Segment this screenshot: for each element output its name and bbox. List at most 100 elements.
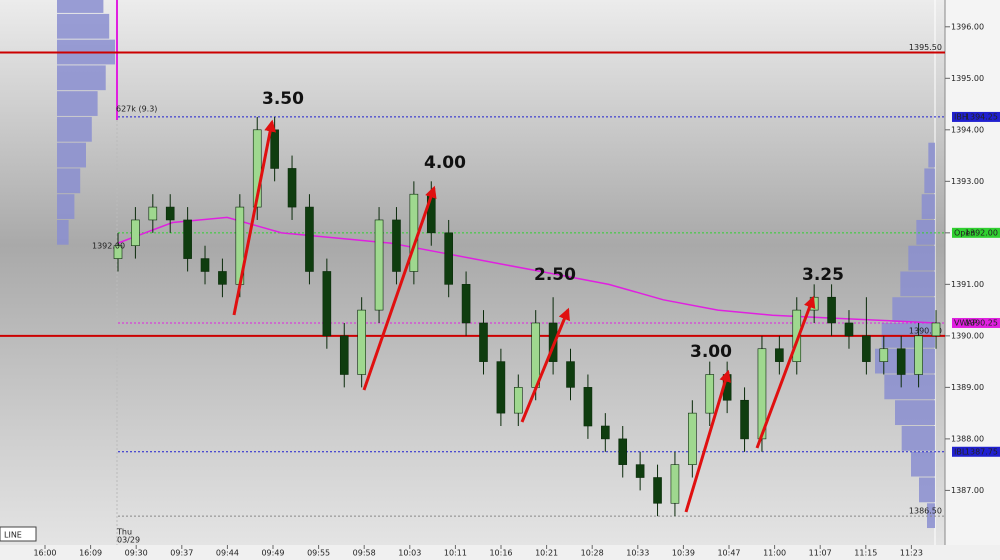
candle-body: [461, 284, 471, 324]
candle-body: [287, 168, 297, 208]
volume-note: 627k (9.3): [116, 105, 157, 114]
profile-bar: [921, 194, 935, 219]
plot-background: [0, 0, 945, 545]
x-tick-label: 09:58: [353, 549, 376, 558]
x-tick-label: 10:03: [398, 549, 421, 558]
x-tick-label: 11:07: [809, 549, 832, 558]
candle-body: [583, 387, 593, 427]
candle-body: [775, 348, 784, 362]
profile-bar: [57, 168, 81, 194]
x-tick-label: 10:11: [444, 549, 467, 558]
annotation: 3.50: [262, 89, 304, 109]
arrow: [684, 369, 731, 513]
level-tag-bg: [952, 446, 1000, 457]
arrow: [520, 307, 570, 423]
profile-bar: [57, 65, 106, 91]
profile-bar: [895, 400, 935, 426]
candle-body: [827, 296, 836, 324]
x-tick-label: 16:09: [79, 549, 102, 558]
arrow: [232, 119, 277, 316]
arrows: [232, 119, 816, 513]
level-label: 1394.25: [965, 112, 998, 121]
x-tick-label: 09:37: [170, 549, 193, 558]
level-tag-bg: [952, 111, 1000, 122]
y-tick-label: 1387.00: [951, 486, 984, 495]
candle-body: [688, 412, 697, 465]
profile-bar: [919, 477, 935, 503]
profile-bar: [57, 116, 92, 142]
profile-bar: [57, 0, 104, 13]
x-tick-label: 09:30: [125, 549, 148, 558]
profile-bar: [892, 297, 935, 322]
y-tick-label: 1393.00: [951, 177, 984, 186]
candle-body: [409, 193, 419, 272]
y-tick-label: 1396.00: [951, 22, 984, 31]
level-name: VWAP: [954, 318, 977, 327]
profile-bar: [900, 271, 935, 297]
level-label: 1386.50: [909, 507, 942, 516]
profile-bar: [57, 194, 75, 219]
candle-body: [653, 477, 662, 504]
candle-body: [444, 232, 453, 285]
candle-body: [392, 219, 401, 272]
candle-body: [670, 464, 680, 504]
annotation: 3.00: [690, 342, 732, 362]
candle-body: [339, 335, 349, 375]
candle-body: [513, 387, 523, 414]
y-tick-label: 1388.00: [951, 434, 984, 443]
date-label: 03/29: [117, 536, 140, 545]
x-tick-label: 11:00: [763, 549, 786, 558]
y-tick-label: 1391.00: [951, 280, 984, 289]
candle-body: [252, 129, 262, 208]
candle-body: [844, 322, 854, 337]
profile-bar: [884, 374, 935, 400]
level-tag-bg: [952, 317, 1000, 328]
level-label: 1387.75: [965, 447, 998, 456]
profile-bar: [57, 13, 110, 39]
profile-bar: [901, 426, 935, 451]
arrow: [755, 295, 816, 449]
candle-body: [305, 206, 314, 272]
candle-body: [270, 129, 279, 169]
candle-body: [705, 374, 715, 414]
x-tick-label: 11:15: [854, 549, 877, 558]
x-tick-label: 09:49: [261, 549, 284, 558]
profile-bar: [928, 142, 935, 168]
y-tick-label: 1395.00: [951, 74, 984, 83]
candle-body: [931, 322, 941, 337]
candle-body: [200, 258, 210, 272]
level-tag-bg: [952, 227, 1000, 238]
annotation: 2.50: [534, 265, 576, 285]
mode-label[interactable]: LINE: [4, 531, 22, 540]
level-name: IBH: [954, 112, 968, 121]
profile-bar: [57, 91, 98, 116]
level-name: IBL: [954, 447, 967, 456]
candle-body: [374, 219, 384, 311]
candle-body: [635, 464, 645, 478]
x-tick-label: 10:47: [717, 549, 740, 558]
annotation: 3.25: [802, 265, 844, 285]
candle-body: [183, 219, 192, 259]
candle-body: [496, 361, 506, 414]
level-label: 1390.00: [909, 326, 942, 335]
x-tick-label: 10:21: [535, 549, 558, 558]
level-label: 1395.50: [909, 43, 942, 52]
profile-bar: [57, 219, 69, 245]
candle-body: [566, 361, 575, 388]
candle-body: [914, 335, 923, 375]
candle-body: [618, 438, 628, 465]
mode-button[interactable]: [0, 526, 37, 542]
profile-bar: [916, 219, 935, 245]
candle-body: [113, 245, 123, 259]
candle-body: [862, 335, 871, 362]
prior-close: 1392.00: [92, 242, 125, 251]
candle-body: [531, 322, 541, 388]
time-axis: [0, 545, 1000, 560]
candle-body: [601, 425, 610, 440]
candle-body: [479, 322, 488, 362]
arrow: [362, 185, 437, 391]
candle-body: [548, 322, 558, 362]
x-tick-label: 10:16: [489, 549, 512, 558]
x-tick-label: 10:39: [672, 549, 695, 558]
